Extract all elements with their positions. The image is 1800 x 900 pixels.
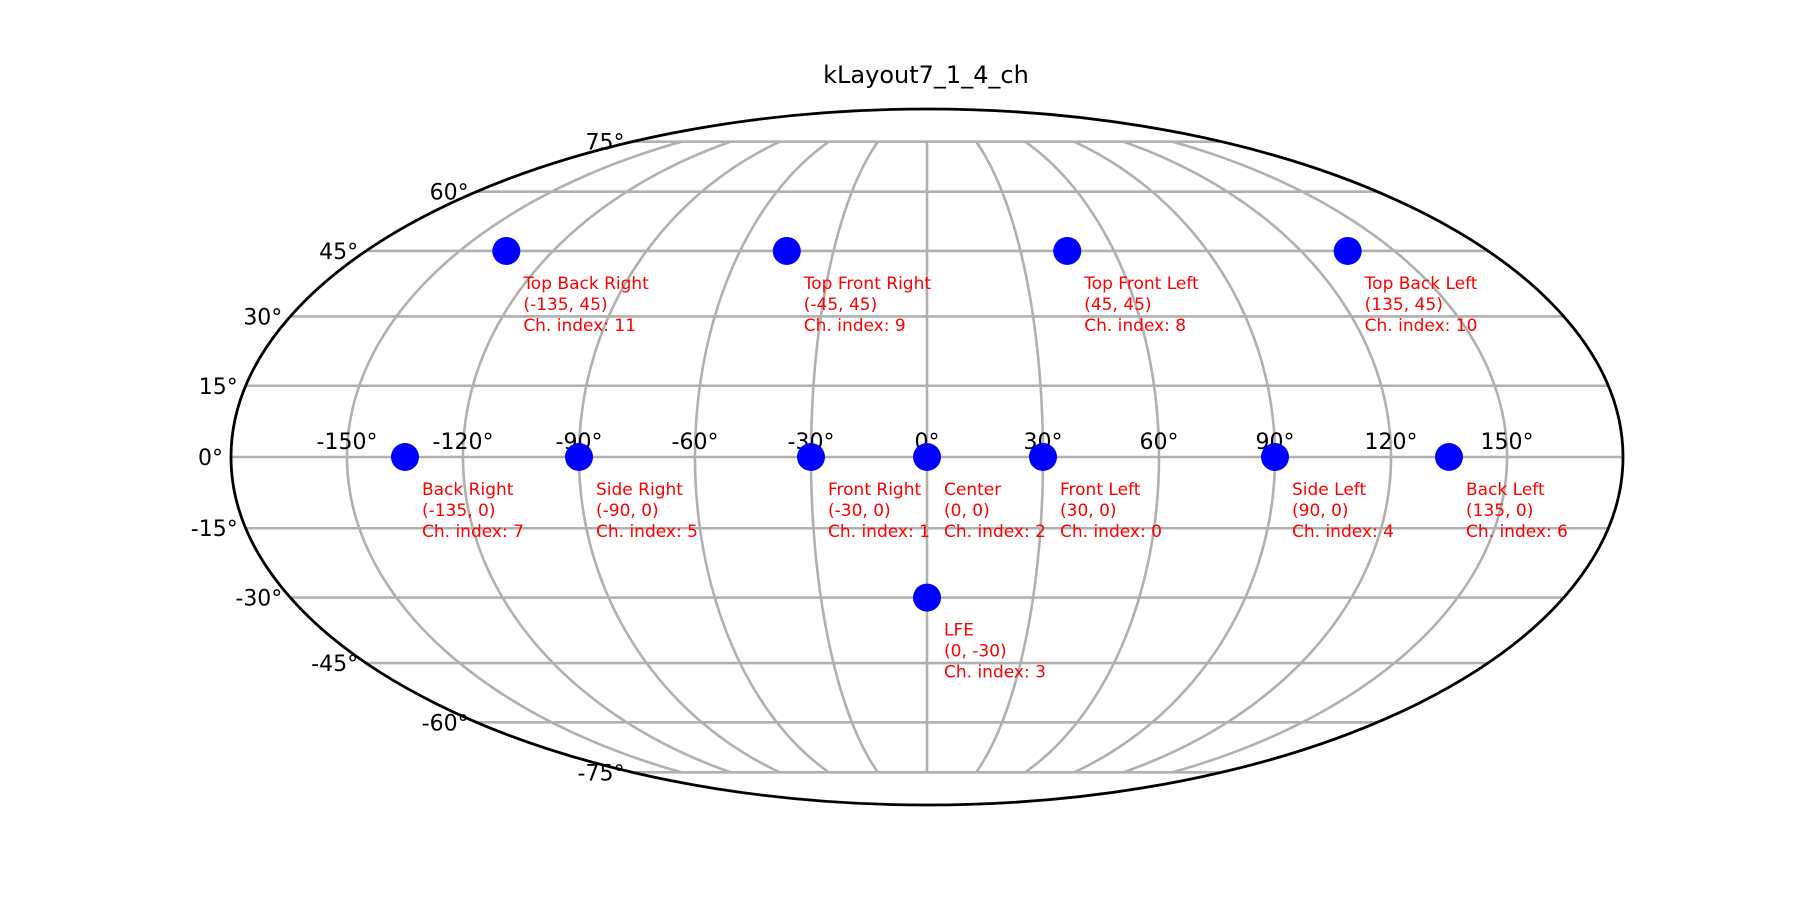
channel-label: Ch. index: 6	[1466, 522, 1568, 542]
channel-label: Ch. index: 11	[523, 316, 636, 336]
grid-meridian	[345, 140, 682, 774]
channel-label: (-45, 45)	[804, 295, 877, 315]
channel-label: Ch. index: 0	[1060, 522, 1162, 542]
chart-title: kLayout7_1_4_ch	[823, 61, 1029, 89]
channel-label: Front Right	[828, 480, 922, 500]
channel-label: Back Left	[1466, 480, 1545, 500]
channel-point	[1261, 443, 1289, 471]
channel-label: (-90, 0)	[596, 501, 659, 521]
y-tick-label: -15°	[191, 517, 238, 542]
x-tick-label: -150°	[317, 430, 378, 455]
channel-label: Ch. index: 10	[1365, 316, 1478, 336]
channel-label: Ch. index: 2	[944, 522, 1046, 542]
y-tick-label: 45°	[319, 240, 358, 265]
x-tick-label: 150°	[1481, 430, 1534, 455]
channel-point	[772, 236, 801, 265]
channel-label: Center	[944, 480, 1001, 500]
frame-ellipse	[229, 107, 1625, 807]
channel-label: Ch. index: 3	[944, 663, 1046, 683]
x-tick-labels: -150° -120° -90° -60° -30° 0° 30° 60° 90° 120° 150…	[317, 430, 1534, 455]
channel-label: (0, -30)	[944, 642, 1007, 662]
channel-point	[913, 443, 941, 471]
channel-point	[1435, 443, 1463, 471]
y-tick-label: -75°	[578, 761, 625, 786]
channel-label: (45, 45)	[1084, 295, 1151, 315]
x-tick-label: 120°	[1365, 430, 1418, 455]
channel-label: Side Left	[1292, 480, 1366, 500]
channel-point	[565, 443, 593, 471]
x-tick-label: -60°	[672, 430, 719, 455]
grid-meridian	[1172, 140, 1509, 774]
grid-meridian	[1122, 140, 1393, 774]
channel-label: Ch. index: 9	[804, 316, 906, 336]
channel-label: (135, 45)	[1365, 295, 1443, 315]
channel-point	[391, 443, 419, 471]
y-tick-label: -45°	[311, 652, 358, 677]
channel-label: Ch. index: 5	[596, 522, 698, 542]
channel-label: (0, 0)	[944, 501, 990, 521]
channel-point	[797, 443, 825, 471]
channel-label: (30, 0)	[1060, 501, 1117, 521]
channel-label: (-135, 0)	[422, 501, 495, 521]
channel-label: (-135, 45)	[523, 295, 607, 315]
channel-label: (-30, 0)	[828, 501, 891, 521]
channel-point	[492, 236, 521, 265]
channel-point	[1029, 443, 1057, 471]
channel-label: Top Front Left	[1083, 274, 1199, 294]
channel-point	[913, 583, 941, 612]
channel-point	[1053, 236, 1082, 265]
channel-label: Top Back Left	[1364, 274, 1478, 294]
y-tick-label: 0°	[198, 446, 223, 471]
channel-label: (135, 0)	[1466, 501, 1533, 521]
x-tick-label: 60°	[1140, 430, 1179, 455]
y-tick-label: 15°	[199, 375, 238, 400]
channel-label: (90, 0)	[1292, 501, 1349, 521]
y-tick-label: 75°	[585, 131, 624, 156]
channel-label: LFE	[944, 621, 974, 641]
channel-label: Back Right	[422, 480, 514, 500]
y-tick-labels: 75° 60° 45° 30° 15° 0° -15° -30° -45° -60° -75°	[191, 131, 625, 787]
channel-label: Top Front Right	[803, 274, 932, 294]
channel-label: Ch. index: 1	[828, 522, 930, 542]
channel-label: Side Right	[596, 480, 683, 500]
channel-label: Ch. index: 8	[1084, 316, 1186, 336]
channel-points	[391, 236, 1463, 612]
channel-point	[1333, 236, 1362, 265]
map-frame	[229, 107, 1625, 807]
channel-label: Ch. index: 7	[422, 522, 524, 542]
x-tick-label: -120°	[433, 430, 494, 455]
y-tick-label: 60°	[430, 181, 469, 206]
channel-label: Front Left	[1060, 480, 1141, 500]
y-tick-label: -60°	[422, 711, 469, 736]
y-tick-label: -30°	[235, 587, 282, 612]
channel-labels: Front Left(30, 0)Ch. index: 0 Front Right…	[422, 274, 1568, 683]
grid-meridian	[461, 140, 732, 774]
grid-meridian	[1024, 140, 1161, 774]
grid-meridian	[693, 140, 830, 774]
channel-label: Top Back Right	[522, 274, 649, 294]
channel-label: Ch. index: 4	[1292, 522, 1394, 542]
y-tick-label: 30°	[243, 305, 282, 330]
